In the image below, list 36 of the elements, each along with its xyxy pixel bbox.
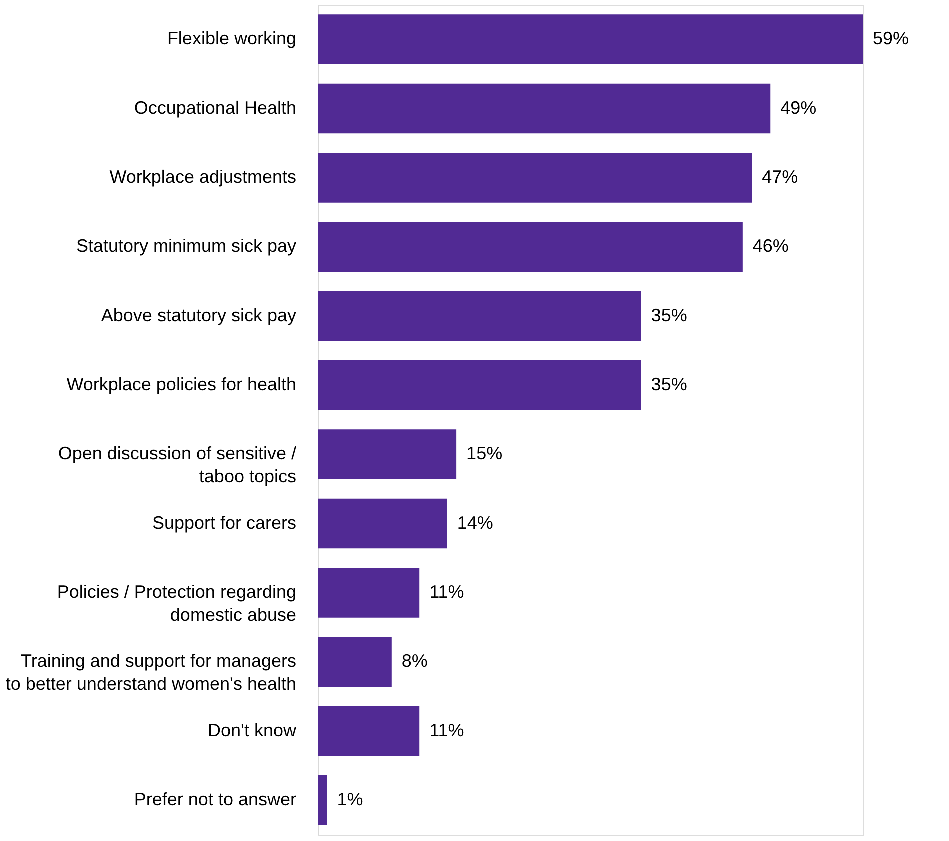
data-label: 35%: [651, 305, 688, 326]
bar: [318, 706, 420, 756]
bar: [318, 360, 642, 410]
y-tick-label: Workplace policies for health: [66, 374, 296, 394]
data-label: 11%: [430, 582, 464, 602]
y-tick-label: Policies / Protection regarding domestic abuse: [57, 582, 296, 625]
bar: [318, 776, 328, 826]
y-tick-label: Statutory minimum sick pay: [76, 236, 296, 256]
bar: [318, 153, 752, 203]
data-label: 47%: [762, 166, 798, 187]
y-tick-label: Training and support for managers to better understand women's health: [6, 651, 296, 694]
data-label: 14%: [457, 512, 494, 533]
data-label: 11%: [430, 720, 464, 740]
y-tick-label: Workplace adjustments: [110, 166, 296, 187]
y-tick-label: Prefer not to answer: [134, 789, 296, 810]
y-tick-label: Support for carers: [152, 512, 296, 533]
bar: [318, 498, 448, 549]
data-label: 35%: [651, 374, 688, 394]
data-label: 49%: [780, 98, 817, 118]
bar: [318, 291, 642, 342]
bar: [318, 222, 743, 272]
data-label: 8%: [402, 651, 428, 672]
bar: [318, 14, 863, 64]
data-label: 1%: [337, 789, 364, 810]
y-tick-label: Flexible working: [167, 28, 296, 49]
data-label: 15%: [466, 444, 503, 464]
y-tick-label: Don't know: [208, 720, 298, 740]
bar: [318, 430, 457, 480]
bar: [318, 637, 392, 687]
bar: [318, 84, 771, 134]
y-tick-label: Open discussion of sensitive / taboo topics: [58, 444, 296, 487]
data-label: 59%: [873, 28, 910, 49]
y-tick-label: Occupational Health: [134, 98, 296, 118]
y-tick-label: Above statutory sick pay: [101, 305, 296, 326]
data-label: 46%: [752, 236, 789, 256]
bar: [318, 568, 420, 618]
